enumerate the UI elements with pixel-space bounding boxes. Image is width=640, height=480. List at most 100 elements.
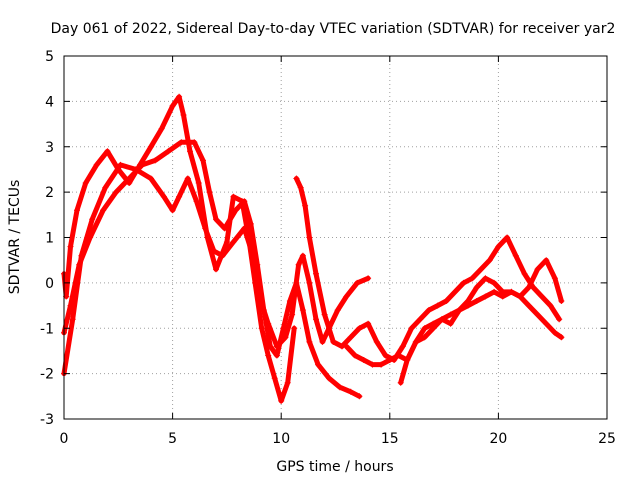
data-point bbox=[202, 225, 209, 232]
data-point bbox=[399, 343, 406, 350]
data-point bbox=[256, 293, 263, 300]
data-point bbox=[558, 334, 565, 341]
data-point bbox=[354, 279, 361, 286]
data-point bbox=[538, 293, 545, 300]
x-tick-label: 20 bbox=[489, 431, 507, 447]
data-point bbox=[558, 298, 565, 304]
data-point bbox=[147, 175, 154, 182]
y-tick-label: 5 bbox=[45, 49, 54, 65]
series-trace-a bbox=[61, 94, 297, 404]
data-point bbox=[313, 316, 319, 323]
data-point bbox=[478, 266, 484, 273]
x-tick-label: 25 bbox=[598, 431, 616, 447]
data-point bbox=[486, 257, 493, 264]
data-point bbox=[87, 234, 94, 241]
axis-ticks bbox=[63, 55, 608, 420]
grid-lines bbox=[64, 56, 607, 419]
data-point bbox=[343, 343, 350, 350]
data-point bbox=[491, 288, 498, 295]
data-point bbox=[273, 343, 280, 350]
data-point bbox=[176, 193, 183, 200]
x-tick-label: 10 bbox=[272, 431, 290, 447]
data-point bbox=[219, 252, 226, 259]
data-point bbox=[200, 157, 206, 164]
y-tick-label: -3 bbox=[40, 412, 54, 428]
data-point bbox=[356, 393, 363, 400]
data-point bbox=[306, 234, 313, 241]
data-point bbox=[267, 343, 274, 350]
data-point bbox=[551, 329, 558, 336]
data-point bbox=[491, 279, 498, 286]
data-point bbox=[297, 184, 304, 191]
data-point bbox=[206, 189, 213, 196]
data-point bbox=[187, 148, 193, 155]
data-point bbox=[495, 243, 502, 250]
data-point bbox=[417, 316, 424, 323]
data-point bbox=[534, 311, 541, 318]
data-point bbox=[74, 207, 80, 214]
data-point bbox=[551, 275, 558, 282]
data-point bbox=[521, 270, 528, 277]
data-point bbox=[525, 302, 532, 309]
series-trace-c bbox=[61, 162, 371, 377]
data-point bbox=[247, 220, 254, 227]
plot-frame bbox=[63, 55, 608, 420]
data-point bbox=[250, 252, 256, 259]
data-point bbox=[343, 293, 350, 300]
data-point bbox=[482, 275, 489, 282]
data-point bbox=[482, 293, 489, 300]
data-point bbox=[280, 325, 287, 332]
x-axis-label: GPS time / hours bbox=[276, 459, 393, 475]
data-point bbox=[213, 266, 219, 273]
data-point bbox=[252, 279, 259, 286]
data-point bbox=[365, 320, 372, 327]
data-point bbox=[76, 261, 83, 268]
data-point bbox=[152, 157, 159, 164]
data-point bbox=[330, 338, 337, 345]
data-point bbox=[293, 175, 300, 182]
data-point bbox=[460, 279, 467, 286]
data-point bbox=[104, 148, 111, 155]
data-point bbox=[223, 239, 230, 245]
data-point bbox=[204, 234, 211, 241]
data-point bbox=[158, 125, 165, 132]
data-point bbox=[191, 139, 198, 146]
data-point bbox=[115, 166, 122, 173]
data-point bbox=[525, 284, 532, 291]
data-point bbox=[193, 198, 200, 205]
data-point bbox=[473, 298, 480, 304]
data-point bbox=[534, 266, 541, 273]
data-point bbox=[232, 207, 239, 214]
data-point bbox=[356, 325, 363, 332]
y-tick-label: 3 bbox=[45, 140, 54, 156]
data-point bbox=[504, 234, 511, 241]
data-point bbox=[469, 275, 476, 282]
data-point bbox=[499, 288, 506, 295]
data-point bbox=[265, 320, 272, 327]
data-point bbox=[447, 320, 454, 327]
x-tick-labels: 0 5 10 15 20 25 bbox=[60, 431, 616, 447]
series-trace-f bbox=[398, 275, 564, 386]
data-point bbox=[213, 216, 219, 223]
data-point bbox=[241, 198, 248, 205]
data-point bbox=[89, 216, 96, 223]
y-tick-label: 1 bbox=[45, 231, 54, 247]
data-point bbox=[210, 248, 217, 255]
data-point bbox=[447, 311, 454, 318]
data-point bbox=[69, 316, 76, 323]
data-point bbox=[132, 166, 139, 173]
data-point bbox=[386, 357, 393, 363]
data-point bbox=[421, 325, 428, 332]
data-point bbox=[291, 325, 298, 332]
data-point bbox=[289, 311, 296, 318]
data-point bbox=[176, 93, 183, 100]
data-point bbox=[245, 234, 252, 241]
x-tick-label: 15 bbox=[381, 431, 399, 447]
y-tick-labels: -3 -2 -1 0 1 2 3 4 5 bbox=[40, 49, 54, 428]
data-point bbox=[452, 288, 458, 295]
data-point bbox=[365, 275, 372, 282]
data-point bbox=[169, 102, 176, 109]
data-point bbox=[295, 261, 302, 268]
data-point bbox=[299, 307, 306, 314]
